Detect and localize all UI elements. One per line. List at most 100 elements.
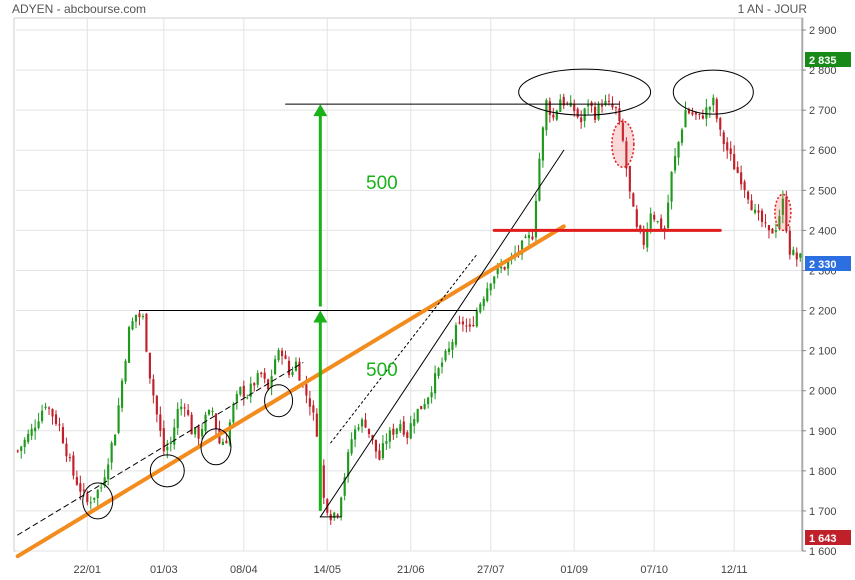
- badge-last-price: 2 330: [805, 256, 851, 271]
- candle-body: [795, 252, 798, 260]
- y-tick-label: 2 200: [809, 306, 837, 318]
- candle-body: [110, 442, 113, 463]
- candle-body: [660, 218, 663, 230]
- x-tick-label: 08/04: [230, 564, 258, 576]
- candle-body: [291, 371, 294, 375]
- candle-body: [107, 464, 110, 480]
- candle-body: [176, 408, 179, 429]
- candle-body: [670, 171, 673, 202]
- candle-body: [409, 423, 412, 439]
- chart-symbol-source: ADYEN - abcbourse.com: [12, 2, 147, 16]
- annotation-500-lower: 500: [366, 360, 398, 381]
- candle-body: [138, 313, 141, 318]
- candle-body: [705, 107, 708, 119]
- candle-body: [305, 384, 308, 396]
- candle-body: [475, 310, 478, 327]
- circle-trend-touch: [82, 482, 114, 520]
- plot-frame: [13, 17, 804, 552]
- candle-body: [354, 429, 357, 440]
- candle-body: [593, 106, 597, 120]
- candle-body: [764, 222, 767, 224]
- overlays: [15, 68, 792, 559]
- candle-body: [41, 410, 44, 422]
- candle-body: [712, 97, 715, 106]
- candle-body: [169, 442, 172, 445]
- candle-body: [740, 172, 743, 185]
- candle-body: [145, 313, 148, 352]
- x-tick-label: 27/07: [477, 564, 505, 576]
- candle-body: [322, 465, 325, 498]
- candle-body: [726, 142, 729, 151]
- candle-body: [315, 413, 318, 437]
- candle-body: [402, 421, 405, 435]
- candle-body: [65, 443, 68, 457]
- last-price-label: 2 330: [809, 259, 837, 271]
- candle-body: [277, 349, 280, 361]
- candle-body: [93, 497, 96, 500]
- candle-body: [628, 165, 631, 192]
- badge-period-low: 1 643: [805, 530, 851, 545]
- candle-body: [632, 193, 635, 207]
- candle-body: [552, 114, 555, 118]
- candle-body: [673, 156, 677, 171]
- candle-body: [733, 153, 736, 170]
- candle-body: [767, 225, 771, 231]
- candle-body: [20, 446, 23, 451]
- candle-body: [308, 398, 311, 407]
- candle-body: [381, 443, 384, 459]
- candle-body: [124, 360, 127, 382]
- candle-body: [200, 429, 204, 437]
- candle-body: [729, 148, 732, 155]
- candle-body: [639, 225, 642, 231]
- candle-body: [267, 379, 270, 390]
- candle-body: [646, 229, 649, 248]
- candle-body: [701, 115, 704, 119]
- candle-body: [614, 107, 618, 109]
- chart-period[interactable]: 1 AN - JOUR: [737, 2, 807, 16]
- candle-body: [263, 372, 266, 379]
- candle-body: [781, 198, 784, 215]
- candle-body: [621, 122, 624, 141]
- candle-body: [96, 489, 99, 499]
- candle-body: [16, 450, 19, 452]
- candle-body: [117, 405, 120, 433]
- y-tick-label: 2 500: [809, 185, 837, 197]
- y-tick-label: 1 800: [809, 466, 837, 478]
- period-high-label: 2 835: [809, 55, 837, 67]
- candle-body: [559, 99, 562, 112]
- candle-body: [607, 100, 611, 102]
- candle-body: [159, 414, 162, 431]
- arrow-measured-move-2-head: [313, 104, 328, 117]
- candle-body: [736, 167, 739, 173]
- candle-body: [447, 348, 451, 353]
- candle-body: [253, 383, 256, 386]
- candle-body: [134, 314, 138, 322]
- candle-body: [747, 191, 750, 200]
- candle-body: [235, 394, 238, 402]
- candle-body: [197, 426, 200, 439]
- y-tick-label: 2 100: [809, 346, 837, 358]
- candle-body: [642, 230, 645, 245]
- candle-body: [183, 407, 186, 409]
- candle-body: [667, 202, 670, 229]
- candle-body: [61, 427, 65, 444]
- y-tick-label: 2 900: [809, 25, 837, 37]
- candle-body: [127, 327, 131, 363]
- x-tick-label: 12/11: [721, 564, 748, 576]
- candle-body: [221, 441, 225, 445]
- candle-body: [204, 414, 207, 431]
- candle-body: [691, 112, 694, 115]
- candle-body: [274, 359, 277, 375]
- candle-body: [312, 405, 315, 413]
- arrow-measured-move-1-head: [313, 310, 328, 323]
- badge-period-high: 2 835: [805, 52, 851, 67]
- candle-body: [58, 424, 61, 426]
- candle-body: [423, 404, 426, 409]
- candle-body: [635, 209, 638, 227]
- candle-body: [653, 214, 656, 220]
- candle-body: [347, 452, 350, 477]
- candle-body: [600, 104, 604, 107]
- candle-body: [757, 210, 760, 213]
- candle-body: [778, 216, 781, 229]
